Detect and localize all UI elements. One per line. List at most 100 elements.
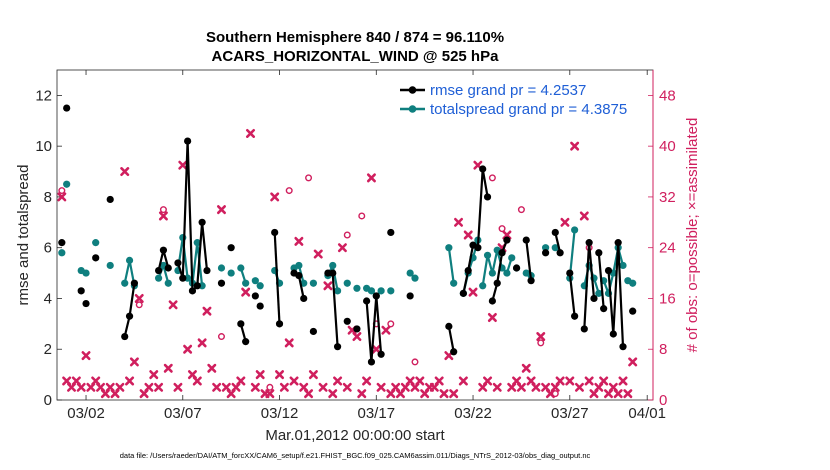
totalspread-point <box>619 261 627 270</box>
obs-assimilated-point <box>628 357 638 367</box>
obs-possible-point <box>498 225 506 233</box>
obs-assimilated-point <box>463 230 473 240</box>
rmse-point <box>551 228 559 237</box>
obs-possible-point <box>217 333 225 341</box>
obs-possible-point <box>266 383 274 391</box>
rmse-point <box>174 259 182 267</box>
rmse-point <box>130 279 139 287</box>
y-axis-right-label: # of obs: o=possible; ×=assimilated <box>684 118 701 353</box>
rmse-point <box>566 269 574 277</box>
obs-assimilated-point <box>125 376 135 386</box>
y-axis-right: 0 8 16 24 32 40 48 <box>648 70 676 409</box>
totalspread-point <box>227 269 235 277</box>
rmse-point <box>372 292 380 300</box>
totalspread-point <box>333 287 342 295</box>
y-right-tick-label: 24 <box>659 240 676 257</box>
rmse-line <box>447 326 455 353</box>
obs-possible-point <box>358 212 366 220</box>
obs-assimilated-point <box>246 128 256 138</box>
obs-assimilated-point <box>613 389 623 399</box>
rmse-point <box>503 236 511 244</box>
obs-possible-point <box>135 301 143 309</box>
obs-assimilated-point <box>192 376 202 386</box>
obs-assimilated-point <box>454 217 464 227</box>
totalspread-line <box>447 247 455 284</box>
rmse-series <box>58 104 637 366</box>
totalspread-point <box>164 279 172 287</box>
rmse-point <box>406 292 414 300</box>
totalspread-point <box>63 180 71 188</box>
totalspread-point <box>450 279 458 287</box>
totalspread-point <box>367 287 376 295</box>
totalspread-point <box>406 269 414 277</box>
obs-assimilated-point <box>560 217 570 227</box>
obs-assimilated-point <box>308 370 318 380</box>
rmse-point <box>343 317 351 325</box>
obs-assimilated-point <box>236 376 246 386</box>
obs-assimilated-point <box>328 389 338 399</box>
rmse-point <box>309 327 317 336</box>
y-right-tick-label: 40 <box>659 138 676 155</box>
y-left-tick-label: 6 <box>44 240 52 257</box>
obs-assimilated-point <box>76 382 86 392</box>
obs-assimilated-point <box>574 382 584 392</box>
rmse-point <box>275 320 284 328</box>
obs-assimilated-point <box>178 160 188 170</box>
rmse-point <box>63 104 71 112</box>
rmse-point <box>527 277 535 285</box>
obs-assimilated-point <box>376 382 386 392</box>
totalspread-point <box>92 239 100 247</box>
obs-assimilated-point <box>318 382 328 392</box>
rmse-point <box>154 266 163 275</box>
obs-possible-point <box>537 339 545 347</box>
plot-area <box>56 69 654 401</box>
obs-possible-point <box>517 206 525 214</box>
y-right-tick-label: 16 <box>659 290 676 307</box>
rmse-point <box>77 287 85 295</box>
obs-assimilated-point <box>618 376 628 386</box>
rmse-point <box>377 350 385 358</box>
rmse-point <box>604 266 613 275</box>
rmse-line <box>607 241 625 347</box>
obs-assimilated-point <box>449 389 459 399</box>
rmse-point <box>474 244 482 252</box>
x-tick-label: 03/02 <box>67 405 105 422</box>
obs-assimilated-point <box>439 389 449 399</box>
rmse-point <box>483 193 492 201</box>
rmse-point <box>179 274 187 282</box>
obs-assimilated-point <box>279 382 289 392</box>
obs-possible-point <box>551 390 559 398</box>
obs-assimilated-point <box>294 236 304 246</box>
rmse-point <box>333 343 342 351</box>
rmse-point <box>522 236 530 244</box>
obs-assimilated-point <box>516 382 526 392</box>
rmse-point <box>619 343 627 351</box>
rmse-point <box>256 302 264 310</box>
totalspread-point <box>154 274 163 282</box>
obs-assimilated-series <box>57 128 638 399</box>
obs-assimilated-point <box>134 293 144 303</box>
rmse-line <box>273 232 281 324</box>
rmse-point <box>542 249 550 257</box>
totalspread-point <box>295 261 303 270</box>
x-tick-label: 03/12 <box>261 405 299 422</box>
obs-possible-point <box>387 320 395 328</box>
rmse-line <box>491 239 508 302</box>
obs-possible-point <box>411 358 419 366</box>
obs-assimilated-point <box>144 382 154 392</box>
chart-subtitle: ACARS_HORIZONTAL_WIND @ 525 hPa <box>212 48 500 65</box>
obs-possible-point <box>58 187 66 195</box>
x-tick-label: 03/17 <box>358 405 396 422</box>
obs-assimilated-point <box>584 376 594 386</box>
totalspread-point <box>309 279 317 287</box>
totalspread-point <box>251 277 259 285</box>
rmse-point <box>203 266 211 275</box>
obs-possible-point <box>305 174 313 182</box>
rmse-line <box>568 272 576 317</box>
obs-assimilated-point <box>129 357 139 367</box>
rmse-point <box>571 312 579 320</box>
obs-assimilated-point <box>270 192 280 202</box>
totalspread-point <box>125 256 134 264</box>
totalspread-point <box>242 279 250 287</box>
obs-assimilated-point <box>362 376 372 386</box>
